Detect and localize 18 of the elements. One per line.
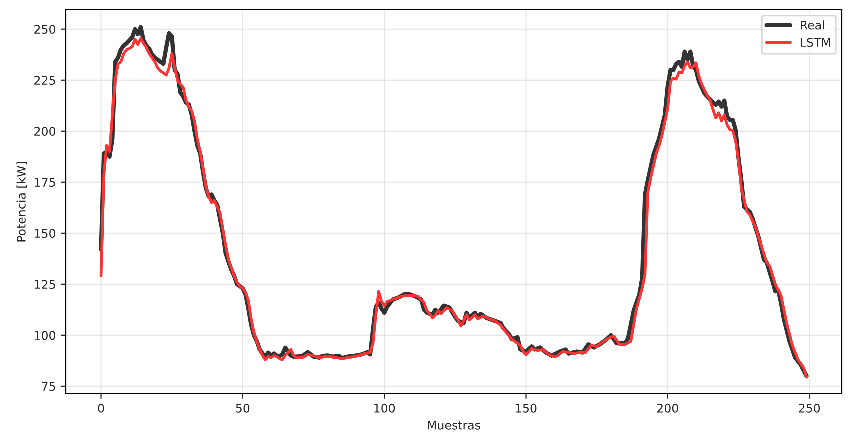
x-tick-label: 50 — [236, 404, 250, 413]
y-tick-label: 225 — [34, 76, 56, 86]
x-tick-label: 150 — [516, 404, 537, 413]
y-axis-title: Potencia [kW] — [16, 162, 28, 242]
x-tick-label: 0 — [98, 404, 104, 413]
legend-label: Real — [801, 20, 824, 30]
x-axis-title: Muestras — [428, 421, 480, 430]
y-tick-label: 200 — [34, 127, 56, 136]
y-tick-label: 250 — [34, 25, 56, 34]
x-tick-label: 250 — [799, 404, 820, 413]
y-tick-label: 100 — [35, 331, 56, 340]
x-tick-label: 100 — [374, 404, 396, 413]
y-tick-label: 75 — [42, 382, 56, 392]
y-tick-label: 150 — [35, 229, 56, 238]
x-tick-label: 200 — [658, 404, 678, 413]
y-tick-label: 125 — [35, 280, 56, 290]
legend-label: LSTM — [801, 38, 830, 48]
y-tick-label: 175 — [35, 178, 56, 188]
